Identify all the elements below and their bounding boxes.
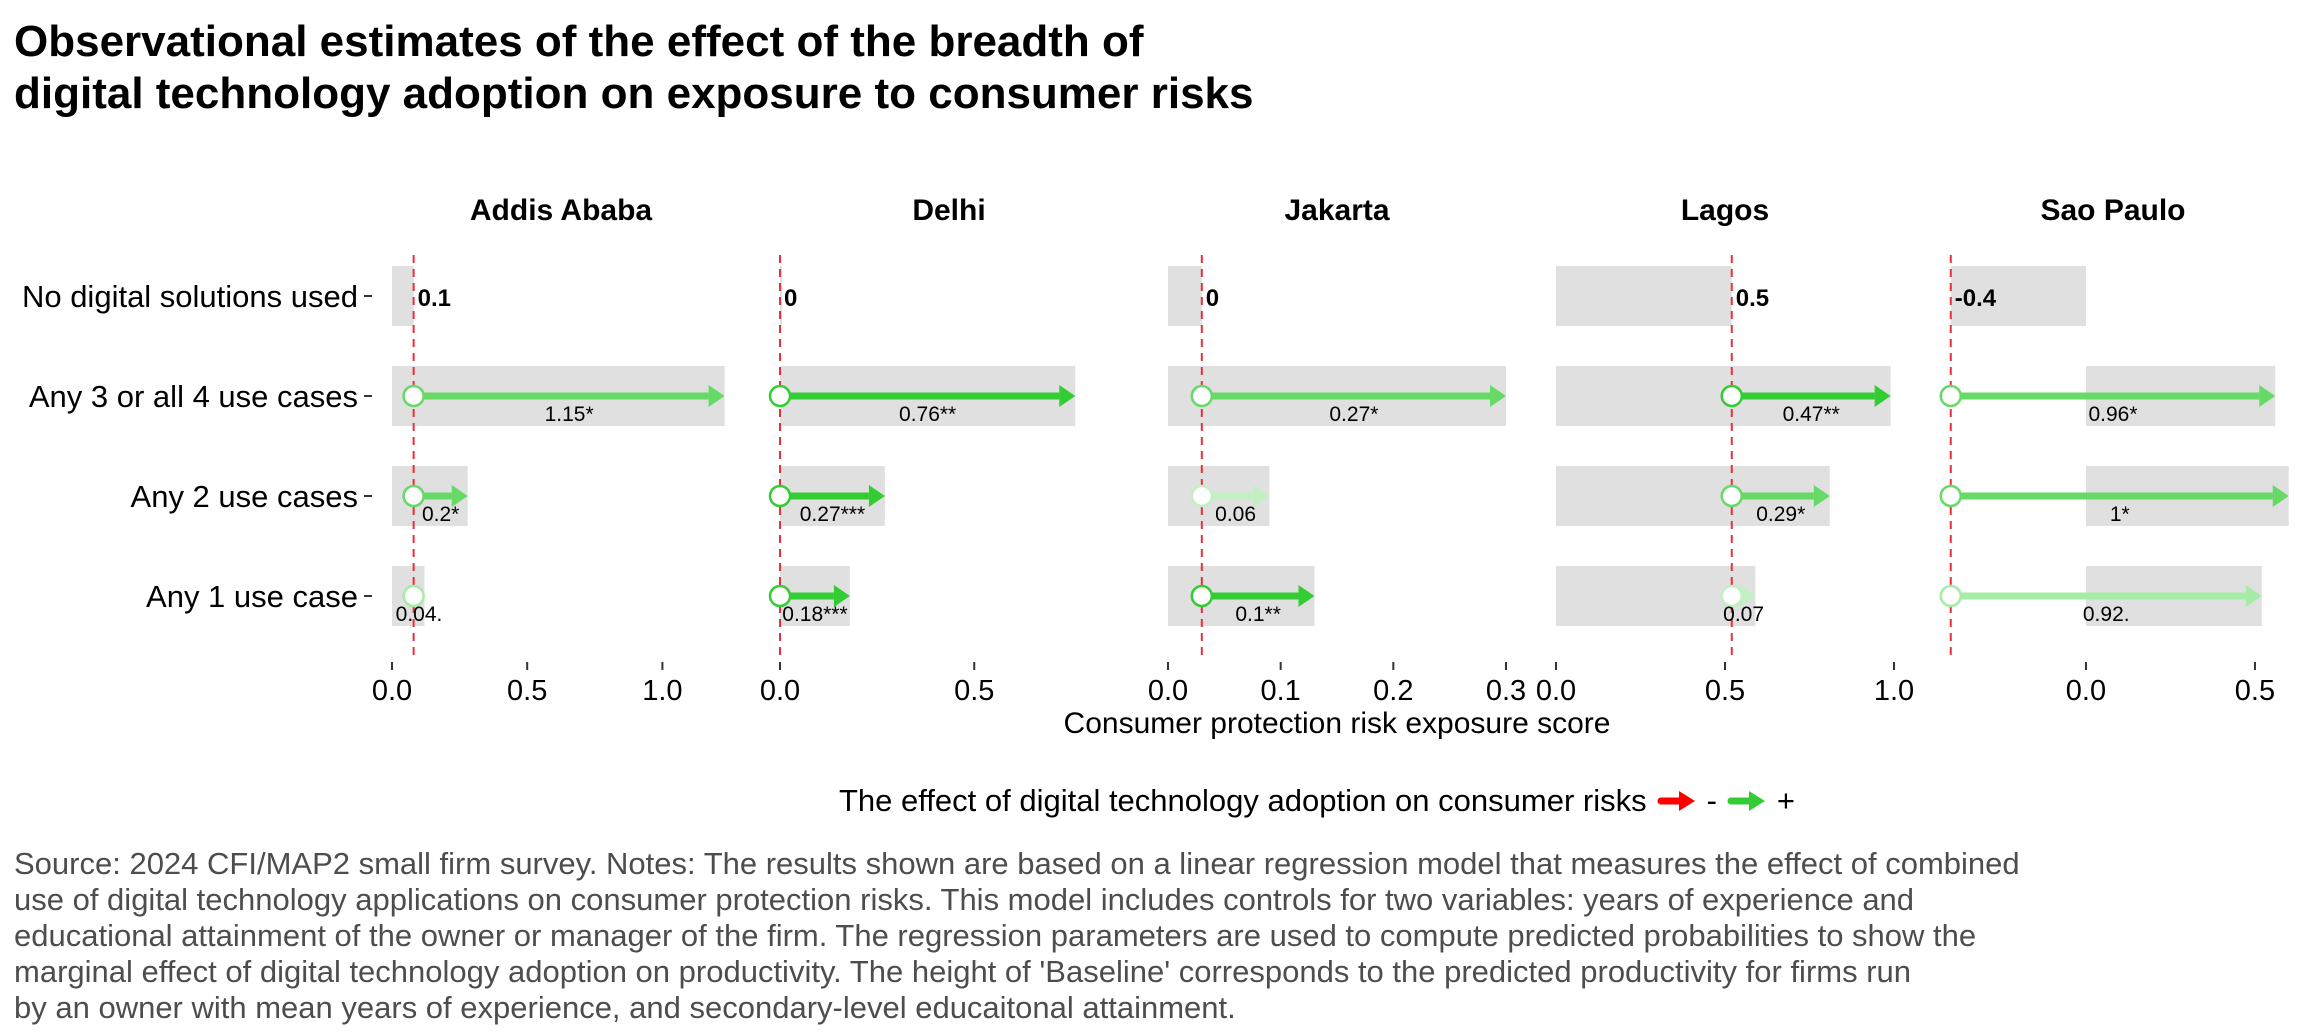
baseline-point [768,584,792,608]
baseline-point [1190,484,1214,508]
y-category-label: Any 3 or all 4 use cases [29,379,358,414]
source-line-3: educational attainment of the owner or m… [14,918,1977,953]
source-line-4: marginal effect of digital technology ad… [14,954,1912,989]
facet-title: Addis Ababa [470,194,653,227]
baseline-bar [1168,266,1202,326]
x-tick-label: 0.0 [1148,675,1188,707]
effect-arrow-head [2245,585,2262,607]
x-tick-label: 0.0 [372,675,412,707]
baseline-point [768,384,792,408]
baseline-point [1939,384,1963,408]
baseline-point [1720,484,1744,508]
effect-arrow-head [451,485,468,507]
x-tick-label: 1.0 [1874,675,1914,707]
effect-arrow-head [2272,485,2289,507]
effect-value-label: 0.07 [1723,603,1764,626]
source-line-5: by an owner with mean years of experienc… [14,990,1236,1025]
effect-value-label: 1* [2110,503,2130,526]
x-tick-label: 0.3 [1486,675,1526,707]
chart-title: Observational estimates of the effect of… [14,16,1254,120]
effect-value-label: 0.27*** [800,503,865,526]
baseline-value-label: 0.1 [418,285,451,312]
legend-key-negative: - [1657,783,1717,819]
baseline-bar [1556,266,1732,326]
legend-title: The effect of digital technology adoptio… [838,783,1647,818]
legend: The effect of digital technology adoptio… [0,783,2304,819]
x-tick-label: 0.0 [760,675,800,707]
effect-value-label: 0.96* [2088,403,2137,426]
effect-value-label: 0.76** [899,403,956,426]
source-line-1: Source: 2024 CFI/MAP2 small firm survey.… [14,846,2020,881]
effect-value-label: 0.47** [1783,403,1840,426]
x-tick-label: 1.0 [642,675,682,707]
x-axis-title: Consumer protection risk exposure score [1064,707,1611,740]
effect-value-label: 0.1** [1235,603,1281,626]
effect-value-label: 0.18*** [782,603,847,626]
baseline-point [1720,584,1744,608]
baseline-point [768,484,792,508]
effect-value-label: 0.04. [396,603,443,626]
effect-arrow-head [1059,385,1076,407]
facet-title: Jakarta [1284,194,1389,227]
baseline-point [402,484,425,508]
baseline-point [402,584,425,608]
baseline-point [402,384,425,408]
x-tick-label: 0.5 [1705,675,1745,707]
baseline-point [1939,584,1963,608]
baseline-bar [392,266,414,326]
legend-negative-label: - [1706,783,1717,818]
baseline-value-label: 0 [784,285,797,312]
x-tick-label: 0.0 [2066,675,2106,707]
legend-positive-label: + [1776,783,1796,818]
x-tick-label: 0.1 [1261,675,1301,707]
y-category-label: Any 1 use case [146,579,358,614]
effect-arrow-head [1490,385,1506,407]
red-arrow-icon [1657,791,1695,811]
effect-arrow-head [2259,385,2276,407]
effect-value-label: 1.15* [545,403,594,426]
x-tick-label: 0.5 [954,675,994,707]
source-notes: Source: 2024 CFI/MAP2 small firm survey.… [14,846,2294,1026]
chart-title-line-1: Observational estimates of the effect of… [14,17,1144,66]
y-category-label: No digital solutions used [22,279,358,314]
effect-value-label: 0.92. [2083,603,2130,626]
chart-area: No digital solutions used Any 3 or all 4 … [22,194,2289,740]
x-tick-label: 0.2 [1373,675,1413,707]
effect-value-label: 0.06 [1215,503,1256,526]
baseline-point [1939,484,1963,508]
y-category-label: Any 2 use cases [131,479,358,514]
source-line-2: use of digital technology applications o… [14,882,1915,917]
effect-arrow-head [868,485,885,507]
facet-title: Sao Paulo [2040,194,2185,227]
effect-value-label: 0.2* [422,503,459,526]
effect-arrow-head [1298,585,1315,607]
effect-arrow-head [708,385,725,407]
effect-value-label: 0.27* [1329,403,1378,426]
effect-arrow-head [1253,485,1270,507]
x-tick-label: 0.5 [507,675,547,707]
baseline-point [1190,584,1214,608]
effect-arrow-head [1813,485,1830,507]
x-tick-label: 0.0 [1536,675,1576,707]
facet-title: Delhi [912,194,985,227]
effect-arrow-head [833,585,850,607]
facet-title: Lagos [1681,194,1769,227]
baseline-value-label: 0 [1206,285,1219,312]
x-tick-label: 0.5 [2235,675,2275,707]
baseline-bar [1950,266,2086,326]
effect-arrow-head [1739,585,1756,607]
effect-value-label: 0.29* [1756,503,1805,526]
baseline-value-label: -0.4 [1955,285,1997,312]
legend-key-positive: + [1727,783,1795,819]
effect-arrow-head [1874,385,1891,407]
baseline-value-label: 0.5 [1736,285,1769,312]
baseline-point [1190,384,1214,408]
green-arrow-icon [1727,791,1765,811]
chart-title-line-2: digital technology adoption on exposure … [14,69,1254,118]
baseline-bar [780,266,782,326]
baseline-point [1720,384,1744,408]
